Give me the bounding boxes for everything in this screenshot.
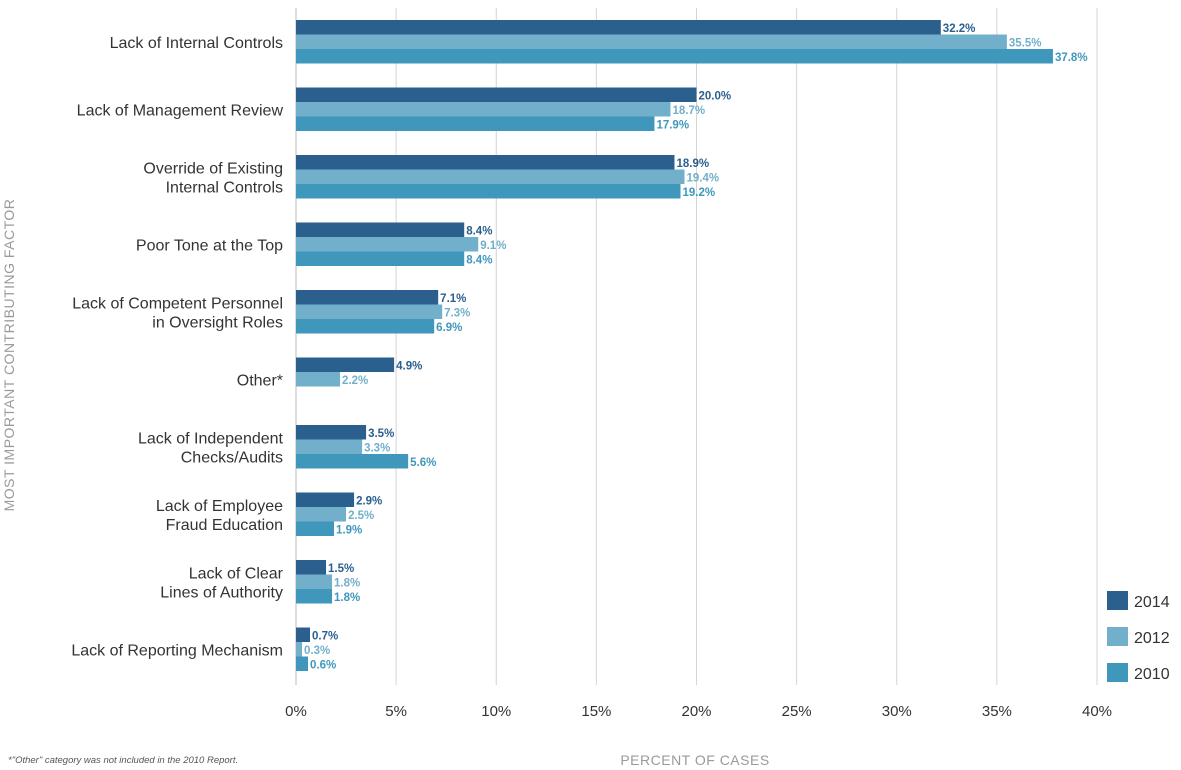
bar [296, 319, 435, 334]
category-labels: Lack of Internal Controls Lack of Managem… [71, 35, 283, 660]
bar [296, 169, 685, 184]
category-label: Checks/Audits [181, 449, 283, 466]
category-label: Fraud Education [166, 517, 283, 534]
legend-swatch [1107, 627, 1128, 646]
data-label: 3.3% [364, 442, 390, 454]
bar [296, 237, 479, 252]
data-label: 1.9% [336, 524, 362, 536]
bar [296, 222, 465, 237]
x-tick-label: 15% [581, 703, 611, 720]
bar [296, 87, 697, 102]
legend-label: 2014 [1134, 594, 1170, 611]
bar [296, 492, 355, 507]
data-label: 17.9% [656, 119, 689, 131]
data-label: 7.1% [440, 293, 466, 305]
bar [296, 290, 439, 305]
category-label: Lack of Clear [189, 565, 284, 582]
bar [296, 102, 671, 117]
category-label: Lines of Authority [160, 584, 283, 601]
data-label: 2.9% [356, 495, 382, 507]
category-label: in Oversight Roles [152, 314, 283, 331]
legend-swatch [1107, 591, 1128, 610]
bar [296, 521, 335, 536]
bar [296, 656, 309, 671]
data-label: 32.2% [943, 23, 976, 35]
category-label: Lack of Employee [156, 498, 283, 515]
data-label: 20.0% [699, 90, 732, 102]
x-tick-labels: 0% 5% 10% 15% 20% 25% 30% 35% 40% [285, 703, 1112, 720]
category-label: Override of Existing [143, 160, 283, 177]
x-tick-label: 20% [681, 703, 711, 720]
bar [296, 116, 655, 131]
data-label: 35.5% [1009, 37, 1042, 49]
bar [296, 184, 681, 199]
data-label: 8.4% [466, 254, 492, 266]
data-label: 0.7% [312, 630, 338, 642]
data-label: 0.3% [304, 645, 330, 657]
bar [296, 627, 311, 642]
legend: 2014 2012 2010 [1107, 591, 1170, 683]
x-tick-label: 5% [385, 703, 407, 720]
bar [296, 49, 1053, 64]
category-label: Lack of Internal Controls [110, 35, 283, 52]
category-label: Lack of Management Review [77, 102, 284, 119]
data-label: 2.5% [348, 510, 374, 522]
data-label: 5.6% [410, 457, 436, 469]
legend-swatch [1107, 663, 1128, 682]
bar [296, 155, 675, 170]
category-label: Lack of Independent [138, 430, 284, 447]
bar [296, 425, 367, 440]
category-label: Other* [237, 372, 283, 389]
x-tick-label: 25% [782, 703, 812, 720]
data-label: 0.6% [310, 659, 336, 671]
bar [296, 574, 333, 589]
category-label: Internal Controls [166, 179, 283, 196]
bar [296, 304, 443, 319]
bar [296, 560, 327, 575]
bar [296, 372, 341, 387]
bar [296, 642, 303, 657]
x-axis-title: PERCENT OF CASES [620, 752, 769, 768]
bar [296, 589, 333, 604]
y-axis-title: MOST IMPORTANT CONTRIBUTING FACTOR [1, 199, 17, 512]
data-label: 6.9% [436, 322, 462, 334]
bars: 32.2% 35.5% 37.8% 20.0% 18.7% 17.9% 18.9% 19.4%… [296, 20, 1088, 671]
category-label: Lack of Competent Personnel [72, 295, 283, 312]
data-label: 8.4% [466, 225, 492, 237]
bar [296, 34, 1007, 49]
category-label: Lack of Reporting Mechanism [71, 642, 283, 659]
data-label: 2.2% [342, 375, 368, 387]
data-label: 4.9% [396, 360, 422, 372]
data-label: 19.2% [682, 187, 715, 199]
x-tick-label: 0% [285, 703, 307, 720]
data-label: 1.8% [334, 577, 360, 589]
bar [296, 439, 363, 454]
bar [296, 251, 465, 266]
bar [296, 20, 941, 35]
x-tick-label: 10% [481, 703, 511, 720]
category-label: Poor Tone at the Top [136, 237, 283, 254]
data-label: 9.1% [480, 240, 506, 252]
data-label: 18.7% [672, 105, 705, 117]
data-label: 19.4% [686, 172, 719, 184]
data-label: 37.8% [1055, 52, 1088, 64]
data-label: 3.5% [368, 428, 394, 440]
data-label: 1.5% [328, 563, 354, 575]
bar [296, 507, 347, 522]
footnote: *"Other" category was not included in th… [8, 755, 239, 766]
legend-label: 2012 [1134, 630, 1170, 647]
data-label: 7.3% [444, 307, 470, 319]
x-tick-label: 30% [882, 703, 912, 720]
data-label: 1.8% [334, 592, 360, 604]
data-label: 18.9% [676, 158, 709, 170]
x-tick-label: 35% [982, 703, 1012, 720]
bar [296, 357, 395, 372]
bar [296, 454, 409, 469]
legend-label: 2010 [1134, 666, 1170, 683]
x-tick-label: 40% [1082, 703, 1112, 720]
